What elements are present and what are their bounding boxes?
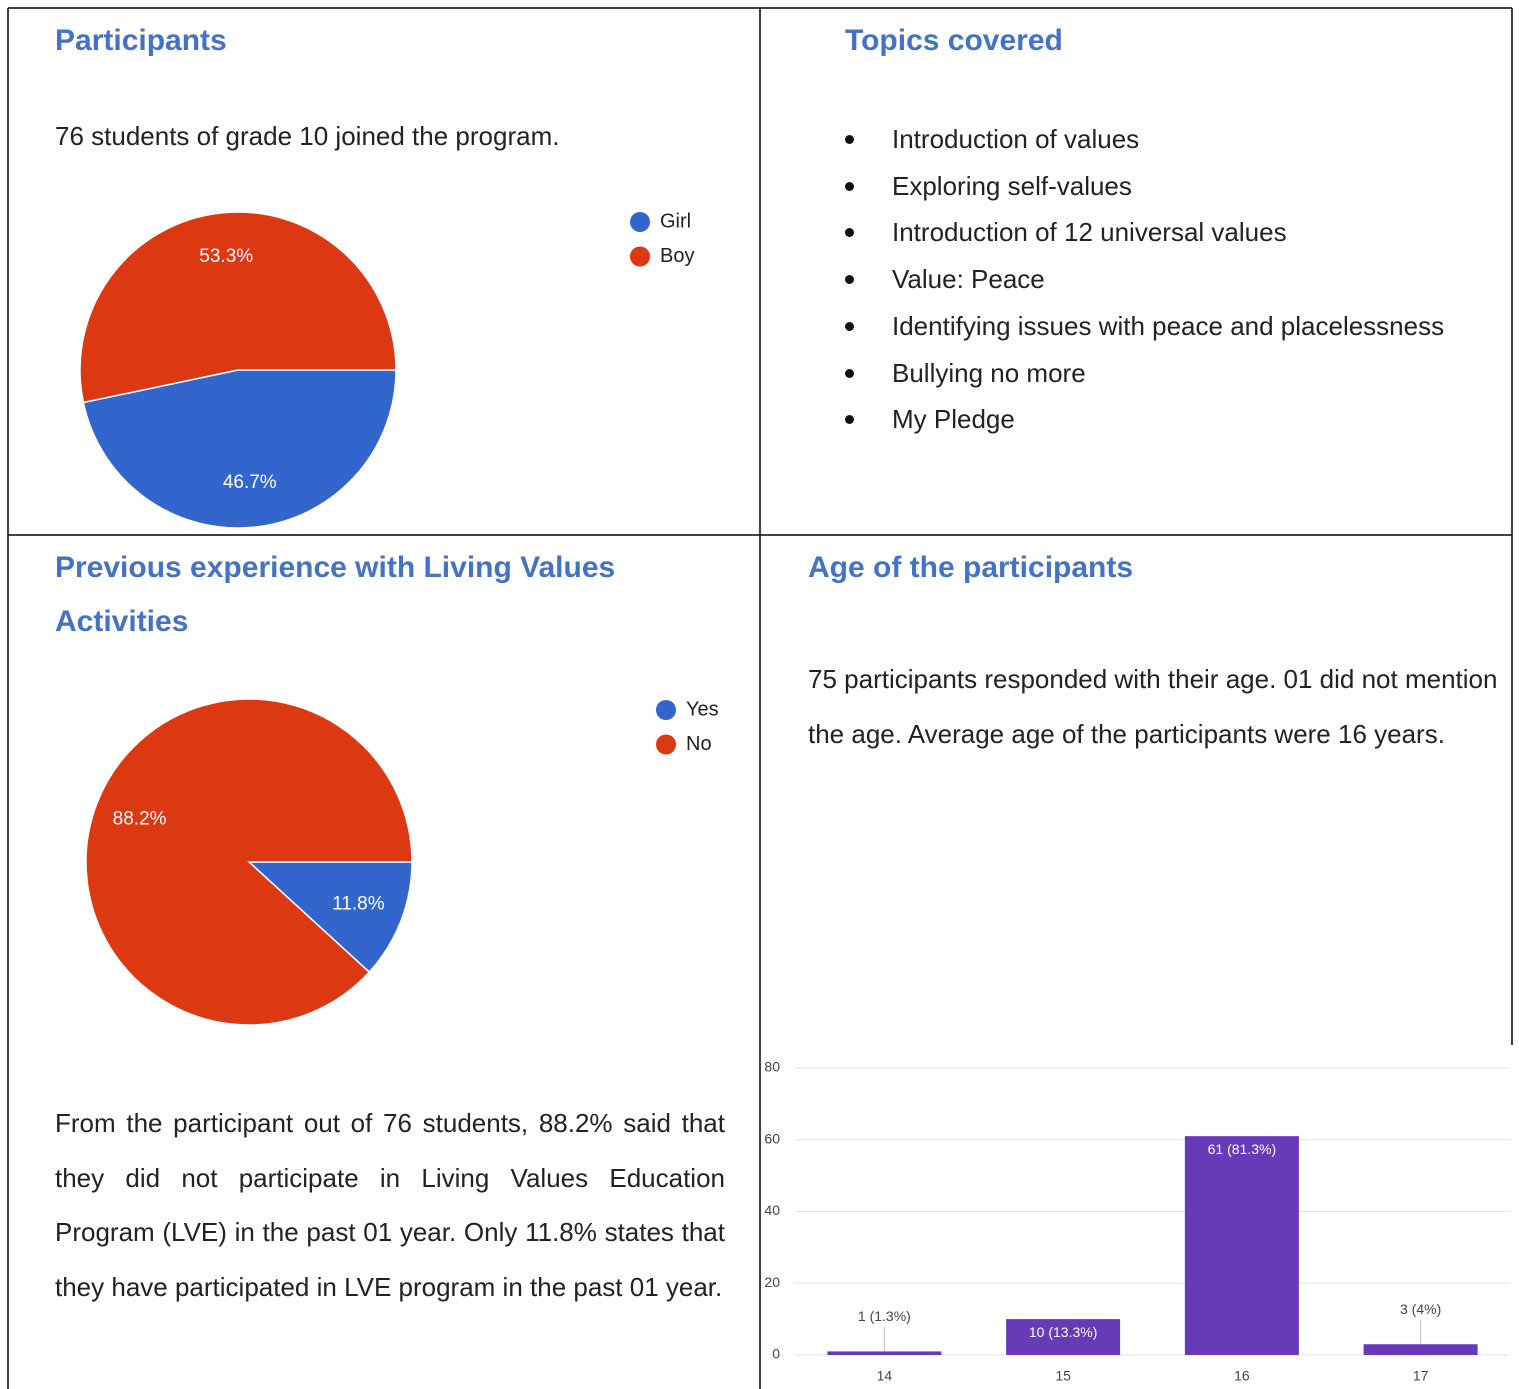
heading: Previous experience with Living Values A… [55,551,616,638]
legend-swatch [630,212,650,232]
topic-item: Identifying issues with peace and placel… [840,303,1444,350]
slice-label: 46.7% [223,472,277,493]
topic-item: My Pledge [840,396,1444,443]
paragraph: 75 participants responded with their age… [808,664,1498,749]
paragraph: 76 students of grade 10 joined the progr… [55,121,560,151]
bar-label: 1 (1.3%) [858,1308,911,1324]
table-borders [7,7,1513,1389]
paragraph: From the participant out of 76 students,… [55,1108,725,1302]
legend-label: Yes [686,698,719,720]
bar-label: 10 (13.3%) [1029,1324,1097,1340]
bar-label: 3 (4%) [1400,1301,1441,1317]
topic-item: Exploring self-values [840,163,1444,210]
topic-item: Value: Peace [840,256,1444,303]
pie-slice [247,861,413,974]
heading: Participants [55,24,227,57]
x-tick-label: 15 [1055,1368,1071,1384]
legend-label: Boy [660,245,694,267]
legend-swatch [630,246,650,267]
topic-list: Introduction of values Exploring self-va… [840,116,1444,443]
y-tick-label: 0 [772,1346,780,1362]
bar [827,1351,942,1355]
heading: Age of the participants [808,551,1134,584]
topic-item: Bullying no more [840,350,1444,397]
y-tick-label: 40 [764,1202,780,1218]
x-tick-label: 16 [1234,1368,1250,1384]
y-tick-label: 60 [764,1130,780,1146]
legend-label: Girl [660,210,691,232]
legend-swatch [656,734,676,755]
pie-slice [79,211,397,404]
topic-item: Introduction of 12 universal values [840,209,1444,256]
slice-label: 88.2% [113,808,167,829]
pie-slice [85,698,413,1026]
heading: Topics covered [845,24,1063,57]
bar [1006,1319,1121,1355]
x-tick-label: 14 [877,1368,893,1384]
topic-item: Introduction of values [840,116,1444,163]
bar-label: 61 (81.3%) [1208,1141,1276,1157]
slice-label: 53.3% [199,246,253,267]
pie-slice [82,369,397,529]
x-tick-label: 17 [1413,1368,1429,1384]
bar [1184,1136,1299,1355]
bar [1363,1344,1478,1355]
y-tick-label: 20 [764,1274,780,1290]
slice-label: 11.8% [332,894,385,915]
legend-swatch [656,700,676,720]
legend-label: No [686,733,712,755]
y-tick-label: 80 [764,1059,780,1075]
